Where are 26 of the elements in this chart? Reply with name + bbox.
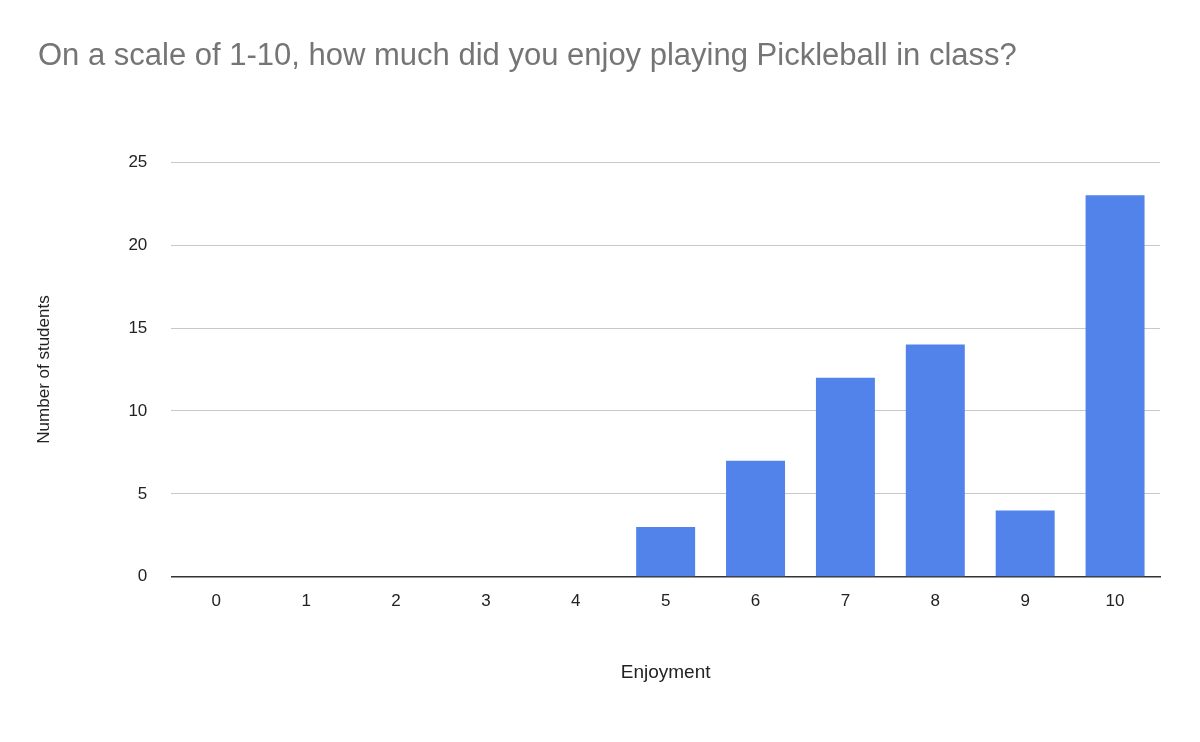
- x-tick-label: 8: [930, 590, 941, 610]
- x-tick-label: 7: [840, 590, 851, 610]
- y-tick-label: 15: [128, 317, 148, 337]
- bar: [1085, 195, 1145, 577]
- bar: [905, 344, 965, 577]
- y-tick-label: 0: [137, 566, 148, 586]
- y-tick-label: 20: [128, 234, 148, 254]
- x-tick-label: 9: [1020, 590, 1030, 610]
- y-axis-title: Number of students: [33, 295, 53, 444]
- chart-title: On a scale of 1-10, how much did you enjoy playing Pickleball in class?: [38, 37, 1018, 72]
- x-tick-label: 6: [750, 590, 761, 610]
- x-tick-label: 5: [660, 590, 671, 610]
- y-tick-label: 25: [128, 151, 148, 171]
- x-tick-label: 3: [481, 590, 491, 610]
- bar: [815, 377, 875, 577]
- bar: [995, 510, 1055, 577]
- bar: [636, 527, 696, 577]
- x-axis-title: Enjoyment: [620, 660, 712, 682]
- x-tick-label: 10: [1105, 590, 1125, 610]
- bar: [726, 460, 786, 577]
- y-tick-label: 10: [128, 400, 148, 420]
- x-tick-label: 0: [211, 590, 221, 610]
- x-tick-label: 1: [301, 590, 311, 610]
- y-tick-label: 5: [137, 483, 148, 503]
- x-tick-label: 4: [571, 590, 581, 610]
- x-tick-label: 2: [391, 590, 401, 610]
